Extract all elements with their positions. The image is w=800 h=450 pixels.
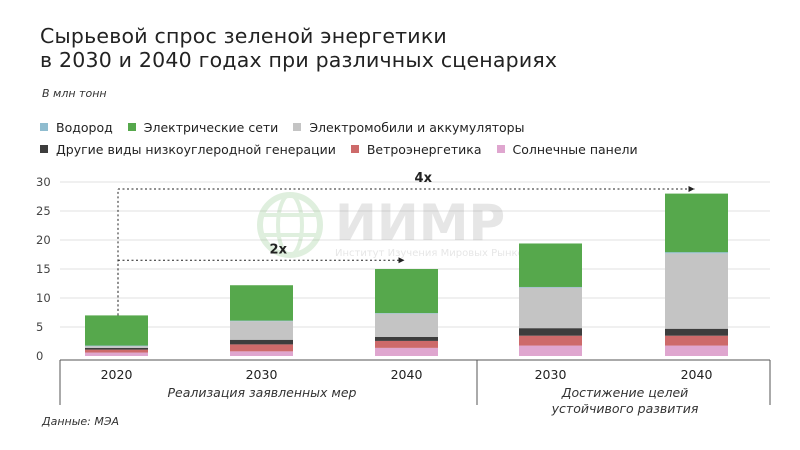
bar-segment xyxy=(85,345,148,347)
bar-segment xyxy=(519,243,582,287)
bar-segment xyxy=(230,285,293,321)
bar-segment xyxy=(665,328,728,336)
legend-swatch-wind xyxy=(350,145,359,153)
legend-label-power-grids: Электрические сети xyxy=(143,119,279,135)
bar-stack xyxy=(85,315,148,356)
bar-stack xyxy=(230,285,293,356)
bar-segment xyxy=(375,340,438,348)
group-label-sdg-line-2: устойчивого развития xyxy=(551,401,699,416)
bar-segment xyxy=(85,347,148,350)
bar-segment xyxy=(375,336,438,341)
x-tick-label: 2030 xyxy=(535,367,567,382)
bar-segment xyxy=(665,252,728,254)
legend-label-other-low-carbon: Другие виды низкоуглеродной генерации xyxy=(56,141,336,157)
x-axis: 2020 2030 2040 2030 2040 Реализация заявленн… xyxy=(59,359,771,416)
bar-segment xyxy=(375,269,438,314)
chart-title-line-2: в 2030 и 2040 годах при различных сценар… xyxy=(40,48,558,72)
legend-swatch-hydrogen xyxy=(40,123,48,131)
annotation-label: 4x xyxy=(415,171,433,186)
x-tick-label: 2040 xyxy=(391,367,423,382)
y-axis: 0 5 10 15 20 25 30 xyxy=(36,175,51,363)
bar-segment xyxy=(85,315,148,346)
multiplier-annotations: 2x 4x xyxy=(117,171,695,316)
bar-segment xyxy=(375,313,438,337)
legend-row-2: Другие виды низкоуглеродной генерации Ве… xyxy=(40,138,780,160)
x-tick-labels: 2020 2030 2040 2030 2040 xyxy=(101,367,713,382)
bar-segment xyxy=(519,335,582,346)
bars xyxy=(85,193,728,356)
x-tick-label: 2030 xyxy=(246,367,278,382)
source-note: Данные: МЭА xyxy=(42,415,120,428)
bar-segment xyxy=(375,313,438,314)
legend-label-wind: Ветроэнергетика xyxy=(366,141,482,157)
x-tick-label: 2020 xyxy=(101,367,133,382)
legend-item-power-grids: Электрические сети xyxy=(127,119,279,135)
y-tick-label: 15 xyxy=(36,262,51,276)
bar-segment xyxy=(665,335,728,346)
bar-stack xyxy=(519,243,582,356)
bar-stack xyxy=(665,193,728,356)
bar-segment xyxy=(519,328,582,336)
bar-segment xyxy=(665,345,728,356)
bar-segment xyxy=(519,287,582,329)
bar-segment xyxy=(85,346,148,348)
bar-segment xyxy=(230,344,293,352)
bar-segment xyxy=(375,347,438,356)
group-label-stated-policies: Реализация заявленных мер xyxy=(168,385,357,400)
bar-segment xyxy=(230,321,293,340)
legend-swatch-solar xyxy=(496,145,505,153)
bar-segment xyxy=(519,286,582,288)
annotation-label: 2x xyxy=(270,242,288,257)
y-tick-label: 30 xyxy=(36,175,51,189)
legend-swatch-ev-batteries xyxy=(293,123,302,131)
y-tick-label: 5 xyxy=(36,320,43,334)
bar-segment xyxy=(230,339,293,345)
legend-item-ev-batteries: Электромобили и аккумуляторы xyxy=(293,120,524,135)
bar-segment xyxy=(230,351,293,356)
legend-label-ev-batteries: Электромобили и аккумуляторы xyxy=(309,119,525,135)
legend-label-hydrogen: Водород xyxy=(56,119,113,135)
legend: Водород Электрические сети Электромобили… xyxy=(40,116,780,160)
chart-title-line-1: Сырьевой спрос зеленой энергетики xyxy=(40,24,447,48)
bar-segment xyxy=(85,352,148,356)
legend-item-solar: Солнечные панели xyxy=(496,141,638,157)
group-label-sdg-line-1: Достижение целей xyxy=(561,385,689,400)
watermark-subtitle: Институт Изучения Мировых Рынков xyxy=(335,248,530,259)
chart-title: Сырьевой спрос зеленой энергетики в 2030… xyxy=(40,24,557,72)
legend-swatch-other-low-carbon xyxy=(40,145,48,153)
y-tick-label: 0 xyxy=(36,349,43,363)
legend-swatch-power-grids xyxy=(127,123,136,131)
legend-item-other-low-carbon: Другие виды низкоуглеродной генерации xyxy=(40,142,336,157)
bar-segment xyxy=(230,320,293,322)
x-tick-label: 2040 xyxy=(681,367,713,382)
legend-item-wind: Ветроэнергетика xyxy=(350,141,482,157)
y-tick-label: 25 xyxy=(36,204,51,218)
y-tick-label: 10 xyxy=(36,291,51,305)
legend-item-hydrogen: Водород xyxy=(40,120,113,135)
watermark-globe-icon xyxy=(257,192,323,258)
bar-segment xyxy=(665,253,728,329)
bar-segment xyxy=(665,193,728,253)
bar-stack xyxy=(375,269,438,356)
unit-label: В млн тонн xyxy=(42,87,107,100)
watermark: ИИМР Институт Изучения Мировых Рынков xyxy=(257,192,530,259)
y-tick-label: 20 xyxy=(36,233,51,247)
legend-row-1: Водород Электрические сети Электромобили… xyxy=(40,116,780,138)
bar-segment xyxy=(85,349,148,353)
watermark-brand: ИИМР xyxy=(335,194,505,252)
legend-label-solar: Солнечные панели xyxy=(512,141,638,157)
bar-segment xyxy=(519,345,582,356)
